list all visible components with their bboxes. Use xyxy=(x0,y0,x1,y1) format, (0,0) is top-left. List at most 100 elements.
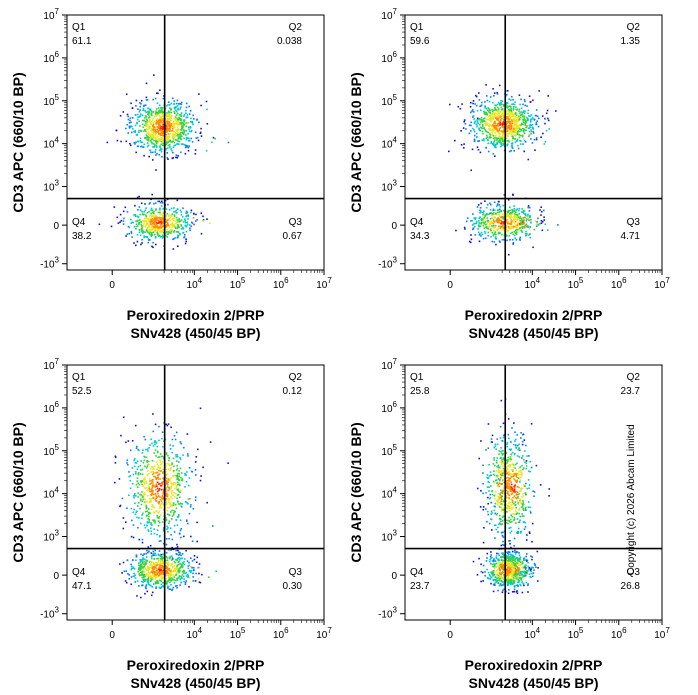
cell-event xyxy=(158,488,161,490)
cell-event xyxy=(178,483,181,486)
x-axis-title-line1: Peroxiredoxin 2/PRP xyxy=(465,307,603,323)
cell-event xyxy=(497,132,500,135)
cell-event xyxy=(522,110,525,112)
cell-event xyxy=(170,490,173,492)
cell-event xyxy=(150,571,153,574)
cell-event xyxy=(169,581,171,584)
cell-event xyxy=(156,562,158,565)
cell-event xyxy=(479,121,482,124)
cell-event xyxy=(183,113,186,116)
cell-event xyxy=(145,215,147,218)
cell-event xyxy=(526,105,528,107)
cell-event xyxy=(161,566,163,569)
cell-event xyxy=(144,465,146,468)
cell-event xyxy=(159,466,161,469)
cell-event xyxy=(168,117,171,120)
cell-event xyxy=(140,103,142,105)
cell-event xyxy=(148,518,150,521)
cell-event xyxy=(511,120,514,123)
cell-event xyxy=(511,122,514,125)
cell-event xyxy=(162,135,164,137)
cell-event xyxy=(496,106,499,109)
cell-event xyxy=(507,135,510,138)
cell-event xyxy=(165,518,168,521)
cell-event xyxy=(519,143,522,145)
cell-event xyxy=(522,226,524,228)
cell-event xyxy=(514,101,516,103)
cell-event xyxy=(159,478,161,480)
cell-event xyxy=(132,511,134,514)
cell-event xyxy=(150,217,153,219)
cell-event xyxy=(497,481,499,483)
cell-event xyxy=(184,242,187,245)
cell-event xyxy=(160,221,163,224)
cell-event xyxy=(154,574,156,576)
cell-event xyxy=(517,144,519,147)
plot-frame xyxy=(66,14,325,271)
cell-event xyxy=(156,112,159,115)
cell-event xyxy=(516,109,518,111)
cell-event xyxy=(499,483,502,485)
cell-event xyxy=(495,243,497,246)
cell-event xyxy=(156,231,159,234)
cell-event xyxy=(176,568,179,570)
cell-event xyxy=(510,225,512,228)
cell-event xyxy=(154,225,156,227)
cell-event xyxy=(193,569,195,571)
cell-event xyxy=(497,213,500,216)
cell-event xyxy=(200,127,202,130)
cell-event xyxy=(535,225,538,227)
cell-event xyxy=(142,554,144,557)
cell-event xyxy=(152,413,154,415)
cell-event xyxy=(141,514,143,516)
cell-event xyxy=(503,220,505,223)
cell-event xyxy=(139,561,142,563)
cell-event xyxy=(513,422,515,424)
cell-event xyxy=(145,99,148,101)
cell-event xyxy=(132,567,134,569)
cell-event xyxy=(160,213,163,216)
cell-event xyxy=(515,216,518,218)
cell-event xyxy=(134,215,137,218)
plot-frame xyxy=(404,364,663,621)
cell-event xyxy=(141,473,144,476)
cell-event xyxy=(510,130,513,133)
cell-event xyxy=(151,215,153,218)
cell-event xyxy=(511,95,513,98)
cell-event xyxy=(507,118,510,121)
cell-event xyxy=(173,492,175,494)
cell-event xyxy=(183,119,185,121)
cell-event xyxy=(510,126,513,128)
cell-event xyxy=(168,457,171,459)
cell-event xyxy=(159,132,161,135)
cell-event xyxy=(196,118,198,121)
cell-event xyxy=(152,561,155,564)
cell-event xyxy=(149,490,151,493)
cell-event xyxy=(502,436,505,439)
cell-event xyxy=(470,169,472,172)
cell-event xyxy=(136,516,138,519)
cell-event xyxy=(181,135,183,138)
cell-event xyxy=(483,527,485,529)
cell-event xyxy=(522,220,525,223)
cell-event xyxy=(527,501,530,503)
cell-event xyxy=(174,112,176,115)
cell-event xyxy=(156,111,159,114)
y-tick-label: 104 xyxy=(43,136,59,151)
cell-event xyxy=(520,437,522,439)
cell-event xyxy=(143,223,145,225)
cell-event xyxy=(160,560,162,562)
cell-event xyxy=(176,226,179,228)
cell-event xyxy=(477,140,479,142)
cell-event xyxy=(150,130,153,132)
cell-event xyxy=(488,486,490,489)
cell-event xyxy=(182,122,185,125)
cell-event xyxy=(161,556,163,558)
cell-event xyxy=(514,431,516,433)
cell-event xyxy=(110,225,113,228)
cell-event xyxy=(162,123,165,126)
cell-event xyxy=(526,119,529,122)
cell-event xyxy=(170,485,173,487)
cell-event xyxy=(502,457,505,459)
